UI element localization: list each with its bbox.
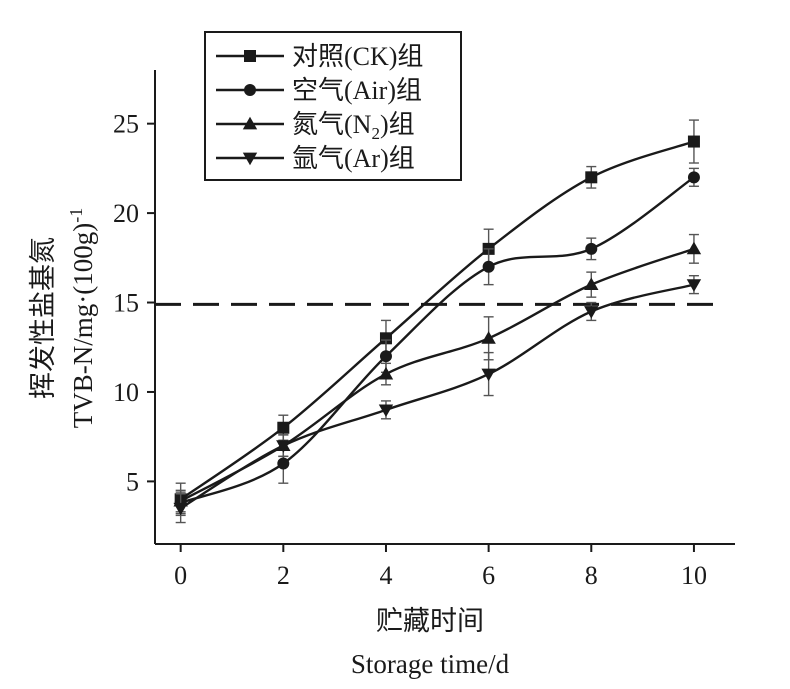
legend-label-subscript: 2 [371, 124, 380, 143]
series-line [180, 283, 695, 510]
legend: 对照(CK)组空气(Air)组氮气(N2)组氩气(Ar)组 [204, 31, 462, 181]
legend-label-main: 对照(CK)组 [292, 42, 423, 71]
x-tick-label: 0 [174, 561, 187, 590]
legend-label: 对照(CK)组 [292, 42, 423, 71]
data-point [173, 502, 188, 516]
y-tick-label: 25 [113, 110, 139, 139]
data-point [585, 242, 598, 255]
series-line [180, 176, 695, 504]
y-tick-label: 5 [126, 467, 139, 496]
legend-item: 空气(Air)组 [216, 76, 422, 105]
data-point [379, 350, 392, 363]
x-axis-title-en: Storage time/d [351, 649, 510, 679]
data-point [378, 404, 394, 418]
series-line [179, 140, 695, 501]
data-point [686, 241, 702, 255]
data-point [584, 306, 599, 319]
x-axis-title-cn: 贮藏时间 [376, 606, 484, 636]
data-point [686, 279, 702, 292]
legend-label-main: 氮气(N [292, 110, 372, 139]
data-point [585, 171, 598, 184]
data-point [277, 457, 290, 470]
x-tick-label: 8 [585, 561, 598, 590]
data-point [687, 171, 700, 184]
y-axis-title-en: TVB-N/mg·(100g)-1 [66, 208, 98, 428]
y-axis-title-en-superscript: -1 [66, 208, 86, 223]
data-point [687, 135, 700, 148]
legend-marker [242, 116, 258, 130]
data-point [277, 421, 290, 434]
legend-item: 对照(CK)组 [216, 42, 423, 71]
data-point [481, 331, 496, 344]
data-point [378, 366, 394, 380]
legend-label-main: 空气(Air)组 [292, 76, 422, 105]
y-tick-label: 20 [113, 199, 139, 228]
data-point [482, 260, 495, 273]
x-tick-label: 2 [277, 561, 290, 590]
legend-marker [242, 152, 258, 166]
legend-label-main: 氩气(Ar)组 [292, 144, 415, 173]
legend-item: 氩气(Ar)组 [216, 144, 415, 173]
y-tick-label: 15 [113, 289, 139, 318]
series-line [180, 247, 695, 503]
legend-label: 空气(Air)组 [292, 76, 422, 105]
y-tick-label: 10 [113, 378, 139, 407]
legend-marker [244, 50, 256, 62]
data-point [276, 440, 291, 453]
data-point [584, 277, 599, 291]
legend-label: 氮气(N2)组 [292, 110, 415, 143]
data-point [481, 368, 496, 382]
x-tick-label: 6 [482, 561, 495, 590]
data-point [379, 332, 392, 345]
series-square [174, 119, 700, 517]
legend-item: 氮气(N2)组 [216, 110, 415, 143]
legend-label-rest: )组 [380, 110, 415, 139]
y-axis-title-cn: 挥发性盐基氮 [28, 237, 58, 399]
x-tick-label: 4 [379, 561, 392, 590]
series-triangle-up [173, 233, 702, 513]
legend-marker [244, 84, 256, 96]
y-axis-title-en-main: TVB-N/mg·(100g) [68, 223, 98, 428]
legend-label: 氩气(Ar)组 [292, 144, 415, 173]
series-triangle-down [173, 274, 702, 524]
x-tick-label: 10 [681, 561, 707, 590]
